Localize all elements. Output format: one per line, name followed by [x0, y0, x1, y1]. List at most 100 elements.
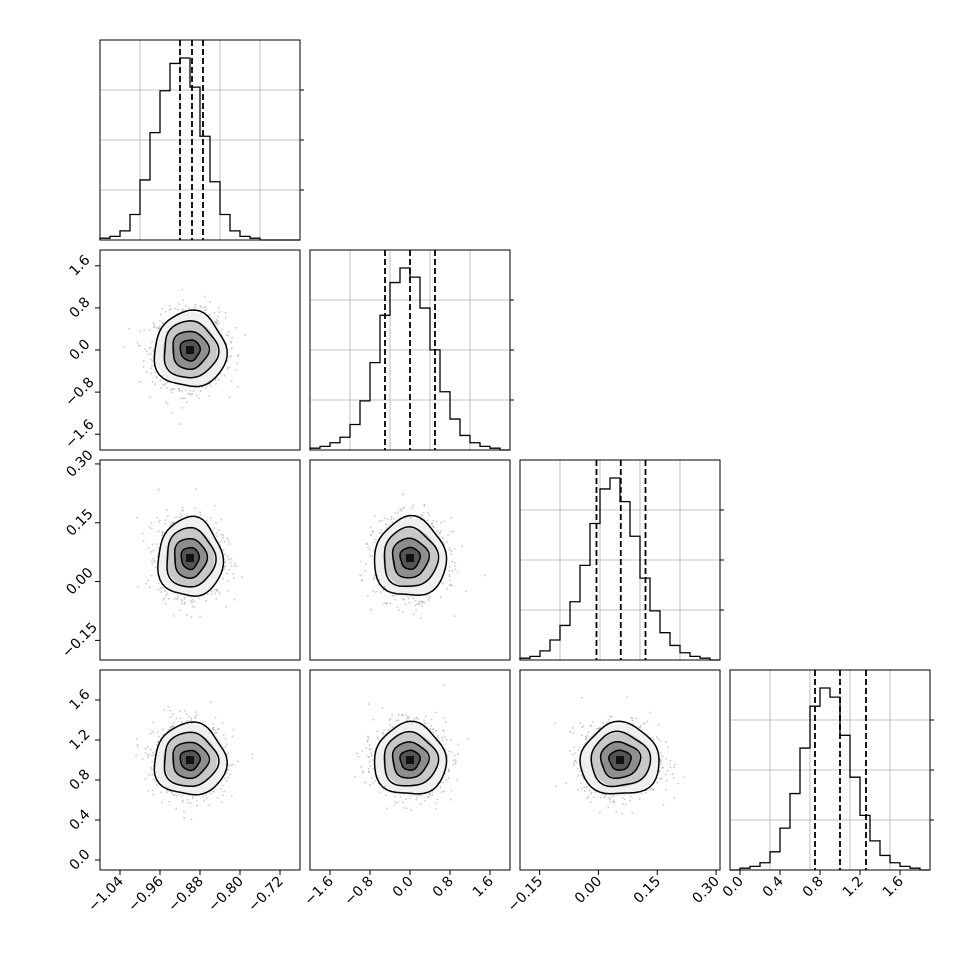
sample-point	[402, 507, 404, 510]
sample-point	[414, 599, 417, 602]
sample-point	[197, 397, 200, 400]
sample-point	[446, 540, 448, 543]
sample-point	[164, 310, 167, 313]
sample-point	[217, 320, 219, 323]
sample-point	[393, 598, 396, 601]
sample-point	[228, 543, 231, 545]
sample-point	[141, 758, 144, 760]
sample-point	[161, 586, 164, 589]
sample-point	[165, 509, 168, 512]
sample-point	[150, 527, 153, 530]
sample-point	[448, 549, 451, 552]
sample-point	[136, 743, 139, 746]
sample-point	[176, 308, 179, 311]
sample-point	[217, 316, 219, 318]
sample-point	[151, 380, 154, 383]
sample-point	[432, 524, 434, 527]
sample-point	[174, 307, 176, 310]
y-tick-label: 0.30	[63, 447, 96, 480]
sample-point	[162, 530, 164, 533]
sample-point	[368, 548, 371, 551]
sample-point	[382, 589, 385, 592]
sample-point	[373, 541, 376, 544]
sample-point	[164, 590, 166, 592]
sample-point	[160, 387, 162, 390]
sample-point	[215, 532, 218, 535]
sample-point	[150, 551, 153, 553]
sample-point	[359, 574, 361, 576]
sample-point	[220, 533, 223, 536]
sample-point	[151, 730, 154, 732]
sample-point	[184, 709, 186, 712]
sample-point	[189, 389, 192, 392]
sample-point	[213, 726, 215, 729]
sample-point	[181, 390, 183, 392]
sample-point	[159, 587, 162, 590]
sample-point	[147, 745, 149, 748]
sample-point	[180, 515, 183, 518]
contour-1	[163, 320, 220, 379]
sample-point	[152, 557, 154, 560]
sample-point	[142, 365, 145, 368]
sample-point	[174, 597, 177, 599]
sample-point	[453, 561, 456, 564]
sample-point	[185, 713, 188, 715]
sample-point	[217, 306, 220, 309]
sample-point	[223, 374, 226, 377]
sample-point	[151, 560, 153, 563]
sample-point	[166, 515, 169, 518]
sample-point	[205, 308, 208, 311]
sample-point	[227, 334, 229, 337]
sample-point	[147, 547, 150, 549]
sample-point	[392, 517, 395, 520]
sample-point	[222, 734, 225, 737]
sample-point	[179, 717, 182, 720]
sample-point	[179, 423, 181, 425]
sample-point	[178, 516, 181, 519]
sample-point	[215, 383, 217, 385]
sample-point	[167, 705, 170, 708]
contour-2	[173, 537, 209, 579]
sample-point	[228, 330, 230, 333]
sample-point	[182, 397, 185, 400]
sample-point	[230, 347, 233, 350]
sample-point	[181, 406, 183, 409]
sample-point	[185, 401, 188, 404]
sample-point	[446, 587, 448, 590]
sample-point	[208, 395, 211, 397]
sample-point	[160, 801, 163, 804]
sample-point	[190, 719, 193, 722]
sample-point	[236, 760, 239, 763]
sample-point	[448, 547, 451, 550]
sample-point	[450, 552, 453, 555]
sample-point	[190, 616, 193, 618]
sample-point	[185, 720, 188, 723]
sample-point	[213, 320, 216, 323]
sample-point	[157, 735, 160, 738]
sample-point	[171, 411, 173, 414]
sample-point	[224, 317, 227, 319]
sample-point	[210, 593, 213, 595]
sample-point	[149, 372, 152, 375]
sample-point	[360, 574, 363, 577]
sample-point	[380, 519, 383, 522]
sample-point	[396, 512, 399, 515]
sample-point	[223, 777, 226, 779]
sample-point	[157, 488, 160, 491]
sample-point	[223, 540, 226, 543]
sample-point	[197, 597, 200, 600]
sample-point	[414, 604, 417, 607]
sample-point	[374, 591, 377, 593]
sample-point	[151, 543, 154, 546]
sample-point	[369, 554, 372, 557]
sample-point	[416, 603, 419, 606]
sample-point	[173, 598, 176, 601]
sample-point	[412, 613, 415, 616]
sample-point	[210, 516, 212, 519]
sample-point	[450, 584, 453, 587]
sample-point	[201, 386, 204, 389]
sample-point	[215, 588, 218, 591]
sample-point	[412, 597, 415, 600]
sample-point	[150, 521, 153, 524]
sample-point	[157, 582, 160, 585]
